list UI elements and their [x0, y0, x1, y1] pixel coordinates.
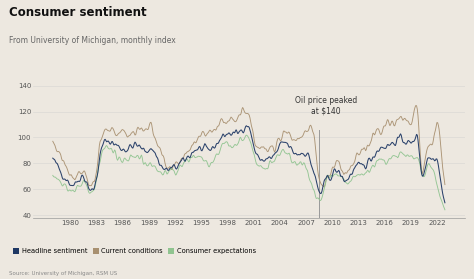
Text: Oil price peaked
at $140: Oil price peaked at $140: [295, 96, 357, 116]
Text: Source: University of Michigan, RSM US: Source: University of Michigan, RSM US: [9, 271, 118, 276]
Text: Consumer sentiment: Consumer sentiment: [9, 6, 147, 19]
Legend: Headline sentiment, Current conditions, Consumer expectations: Headline sentiment, Current conditions, …: [10, 246, 259, 257]
Text: From University of Michigan, monthly index: From University of Michigan, monthly ind…: [9, 36, 176, 45]
